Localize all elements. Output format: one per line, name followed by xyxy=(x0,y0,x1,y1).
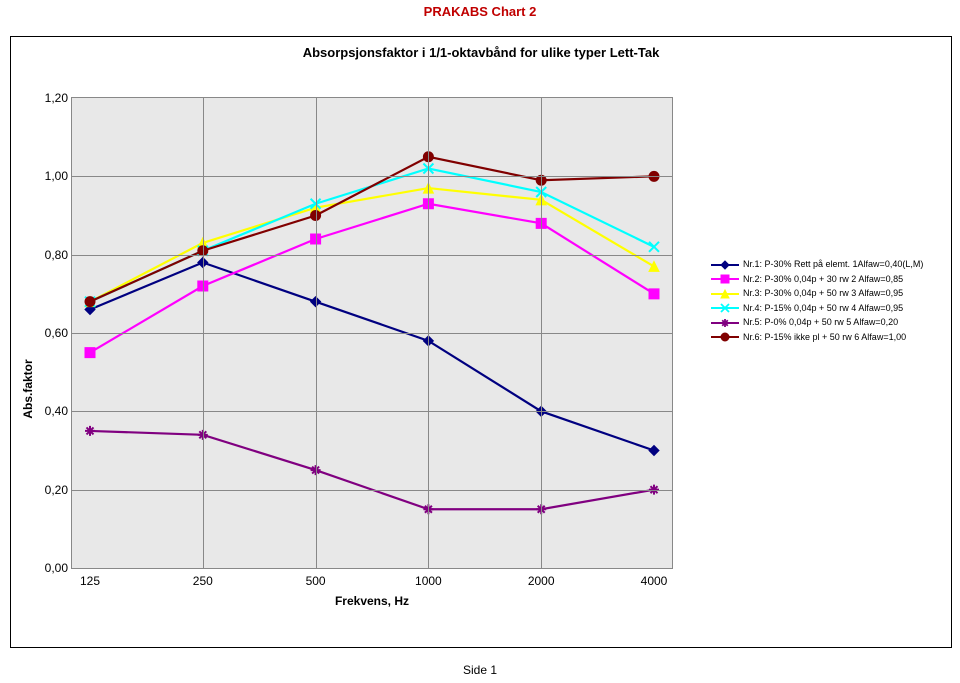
x-tick-label: 1000 xyxy=(415,574,442,588)
series-marker xyxy=(649,261,659,271)
series-marker xyxy=(85,297,95,307)
y-tick-label: 0,20 xyxy=(34,483,68,497)
chart-container: Absorpsjonsfaktor i 1/1-oktavbånd for ul… xyxy=(10,36,952,648)
legend-label: Nr.2: P-30% 0,04p + 30 rw 2 Alfaw=0,85 xyxy=(743,273,903,287)
series-marker xyxy=(85,426,95,436)
gridline-h xyxy=(72,333,672,334)
legend-label: Nr.4: P-15% 0,04p + 50 rw 4 Alfaw=0,95 xyxy=(743,302,903,316)
gridline-v xyxy=(541,98,542,568)
series-line xyxy=(90,431,654,509)
legend-label: Nr.5: P-0% 0,04p + 50 rw 5 Alfaw=0,20 xyxy=(743,316,898,330)
gridline-h xyxy=(72,176,672,177)
series-marker xyxy=(85,348,95,358)
legend-swatch xyxy=(711,288,739,300)
legend-item: Nr.1: P-30% Rett på elemt. 1Alfaw=0,40(L… xyxy=(711,258,937,272)
page-header: PRAKABS Chart 2 xyxy=(0,0,960,19)
x-axis-label: Frekvens, Hz xyxy=(335,594,409,608)
series-line xyxy=(90,204,654,353)
x-tick-label: 4000 xyxy=(641,574,668,588)
x-tick-label: 2000 xyxy=(528,574,555,588)
y-tick-label: 0,00 xyxy=(34,561,68,575)
gridline-v xyxy=(316,98,317,568)
legend-item: Nr.6: P-15% ikke pl + 50 rw 6 Alfaw=1,00 xyxy=(711,331,937,345)
y-tick-label: 1,00 xyxy=(34,169,68,183)
y-tick-label: 0,40 xyxy=(34,404,68,418)
legend-label: Nr.6: P-15% ikke pl + 50 rw 6 Alfaw=1,00 xyxy=(743,331,906,345)
legend-swatch xyxy=(711,302,739,314)
legend-item: Nr.5: P-0% 0,04p + 50 rw 5 Alfaw=0,20 xyxy=(711,316,937,330)
gridline-h xyxy=(72,411,672,412)
legend-item: Nr.4: P-15% 0,04p + 50 rw 4 Alfaw=0,95 xyxy=(711,302,937,316)
gridline-h xyxy=(72,255,672,256)
legend-swatch xyxy=(711,273,739,285)
series-marker xyxy=(649,446,659,456)
legend-label: Nr.1: P-30% Rett på elemt. 1Alfaw=0,40(L… xyxy=(743,258,923,272)
x-tick-label: 500 xyxy=(306,574,326,588)
y-tick-label: 0,60 xyxy=(34,326,68,340)
gridline-v xyxy=(203,98,204,568)
series-marker xyxy=(649,289,659,299)
legend-item: Nr.2: P-30% 0,04p + 30 rw 2 Alfaw=0,85 xyxy=(711,273,937,287)
series-line xyxy=(90,157,654,302)
page: PRAKABS Chart 2 Absorpsjonsfaktor i 1/1-… xyxy=(0,0,960,683)
x-tick-label: 250 xyxy=(193,574,213,588)
legend-item: Nr.3: P-30% 0,04p + 50 rw 3 Alfaw=0,95 xyxy=(711,287,937,301)
page-footer: Side 1 xyxy=(0,663,960,677)
legend-label: Nr.3: P-30% 0,04p + 50 rw 3 Alfaw=0,95 xyxy=(743,287,903,301)
series-line xyxy=(90,169,654,302)
legend-swatch xyxy=(711,259,739,271)
legend-swatch xyxy=(711,317,739,329)
chart-title: Absorpsjonsfaktor i 1/1-oktavbånd for ul… xyxy=(11,45,951,60)
series-marker xyxy=(649,242,659,252)
gridline-v xyxy=(428,98,429,568)
series-line xyxy=(90,263,654,451)
legend: Nr.1: P-30% Rett på elemt. 1Alfaw=0,40(L… xyxy=(711,257,937,345)
legend-swatch xyxy=(711,331,739,343)
gridline-h xyxy=(72,490,672,491)
plot-area: Abs.faktor Frekvens, Hz 0,000,200,400,60… xyxy=(71,97,673,569)
x-tick-label: 125 xyxy=(80,574,100,588)
y-tick-label: 1,20 xyxy=(34,91,68,105)
y-axis-label: Abs.faktor xyxy=(21,360,35,419)
y-tick-label: 0,80 xyxy=(34,248,68,262)
